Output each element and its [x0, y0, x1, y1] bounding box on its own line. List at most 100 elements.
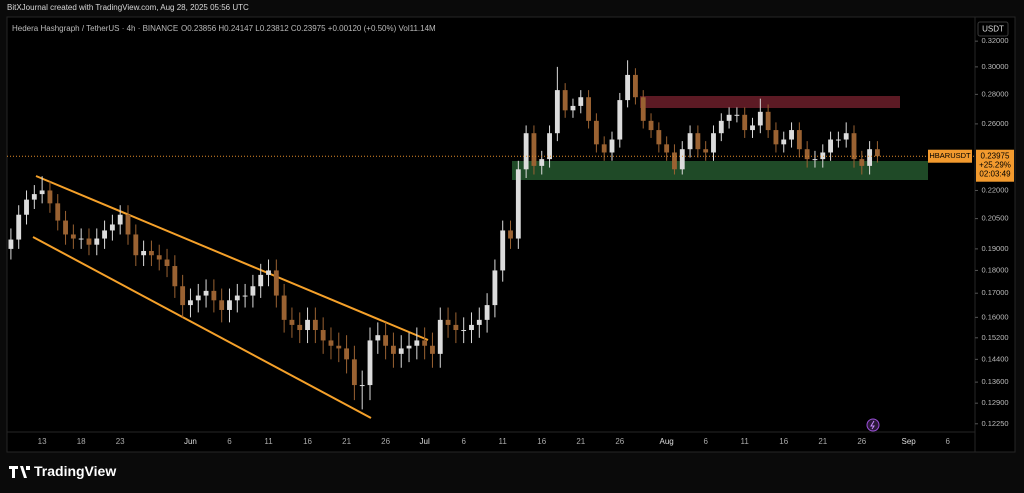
- currency: USDT: [982, 25, 1004, 34]
- candle-body: [312, 319, 318, 331]
- plot-area: [6, 16, 976, 433]
- y-tick-label: 0.32000: [981, 36, 1008, 45]
- candle-body: [515, 169, 521, 239]
- y-tick-label: 0.14400: [981, 354, 1008, 363]
- candle-body: [320, 330, 326, 341]
- alert-bolt: [870, 420, 875, 430]
- y-tick-label: 0.19000: [981, 244, 1008, 253]
- candle-body: [453, 324, 459, 331]
- x-tick-label: 6: [703, 437, 708, 446]
- candle-body: [648, 120, 654, 131]
- candle-body: [695, 133, 701, 150]
- y-tick-label: 0.13600: [981, 377, 1008, 386]
- candle-body: [297, 324, 303, 331]
- candle-body: [859, 159, 865, 166]
- x-tick-label: 11: [264, 437, 273, 446]
- candle-body: [773, 130, 779, 145]
- y-tick-label: 0.16000: [981, 312, 1008, 321]
- candle-body: [63, 220, 68, 235]
- candle-body: [812, 159, 818, 161]
- candle-body: [547, 133, 552, 160]
- candle-body: [640, 97, 646, 121]
- candle-body: [476, 319, 482, 325]
- candle-body: [757, 111, 763, 126]
- candle-body: [726, 114, 732, 121]
- x-tick-label: 21: [576, 437, 585, 446]
- candle-body: [31, 194, 37, 200]
- x-tick-label: 26: [381, 437, 390, 446]
- candle-body: [508, 230, 513, 239]
- x-tick-label: 26: [615, 437, 624, 446]
- candle-body: [281, 295, 287, 320]
- candle-body: [484, 305, 490, 320]
- candle-body: [359, 385, 365, 387]
- candle-body: [828, 139, 834, 153]
- x-tick-label: 21: [818, 437, 827, 446]
- candle-body: [406, 345, 412, 349]
- candle-body: [242, 295, 248, 297]
- candle-body: [125, 214, 131, 235]
- x-tick-label: 21: [342, 437, 351, 446]
- candle-body: [39, 190, 45, 195]
- candle-body: [344, 348, 350, 360]
- y-tick-label: 0.30000: [981, 62, 1008, 71]
- candle-body: [562, 90, 568, 111]
- ohlc: O0.23856 H0.24147 L0.23812 C0.23975 +0.0…: [181, 24, 436, 33]
- y-tick-label: 0.15200: [981, 333, 1008, 342]
- candle-body: [234, 295, 240, 301]
- candle-body: [188, 300, 193, 306]
- candle-body: [586, 97, 592, 121]
- candle-body: [133, 234, 139, 256]
- candle-body: [742, 114, 748, 131]
- candle-body: [70, 234, 76, 239]
- candle-body: [47, 190, 53, 204]
- candle-body: [86, 238, 92, 245]
- candle-body: [250, 286, 256, 296]
- candle-body: [718, 120, 724, 134]
- candle-body: [734, 114, 740, 116]
- candle-body: [336, 345, 342, 349]
- x-tick-label: 13: [38, 437, 47, 446]
- candle-body: [664, 144, 670, 153]
- candle-body: [469, 324, 474, 331]
- candle-body: [632, 74, 638, 98]
- x-tick-label: 6: [461, 437, 466, 446]
- last-change: +25.29%: [979, 160, 1011, 169]
- candle-body: [273, 270, 279, 296]
- candle-body: [219, 300, 225, 310]
- candle-body: [593, 120, 599, 145]
- candle-body: [383, 335, 389, 346]
- x-tick-label: Aug: [660, 437, 674, 446]
- candle-body: [258, 274, 264, 287]
- resistance-zone: [640, 96, 900, 108]
- candle-body: [351, 359, 357, 386]
- candle-body: [601, 144, 607, 153]
- candle-body: [367, 340, 373, 386]
- candle-body: [796, 130, 802, 150]
- channel-upper: [35, 175, 429, 341]
- candle-body: [148, 250, 154, 256]
- candle-body: [422, 340, 428, 346]
- candle-body: [24, 199, 29, 215]
- candle-body: [874, 149, 880, 157]
- x-tick-label: 16: [303, 437, 312, 446]
- candle-body: [851, 133, 857, 160]
- candle-body: [195, 295, 201, 301]
- candle-body: [554, 90, 560, 134]
- candle-body: [539, 159, 545, 166]
- y-tick-label: 0.26000: [981, 119, 1008, 128]
- alert-icon[interactable]: [866, 418, 880, 432]
- candle-body: [305, 319, 310, 331]
- currency-box[interactable]: [977, 21, 1009, 37]
- x-tick-label: 23: [116, 437, 125, 446]
- candle-body: [156, 255, 162, 260]
- candle-body: [172, 266, 178, 287]
- candle-body: [266, 270, 271, 275]
- y-tick-label: 0.18000: [981, 265, 1008, 274]
- candle-body: [835, 139, 841, 141]
- candle-body: [328, 340, 334, 346]
- candle-body: [430, 345, 435, 354]
- candle-body: [16, 214, 22, 240]
- candle-body: [804, 149, 810, 160]
- y-tick-label: 0.17000: [981, 288, 1008, 297]
